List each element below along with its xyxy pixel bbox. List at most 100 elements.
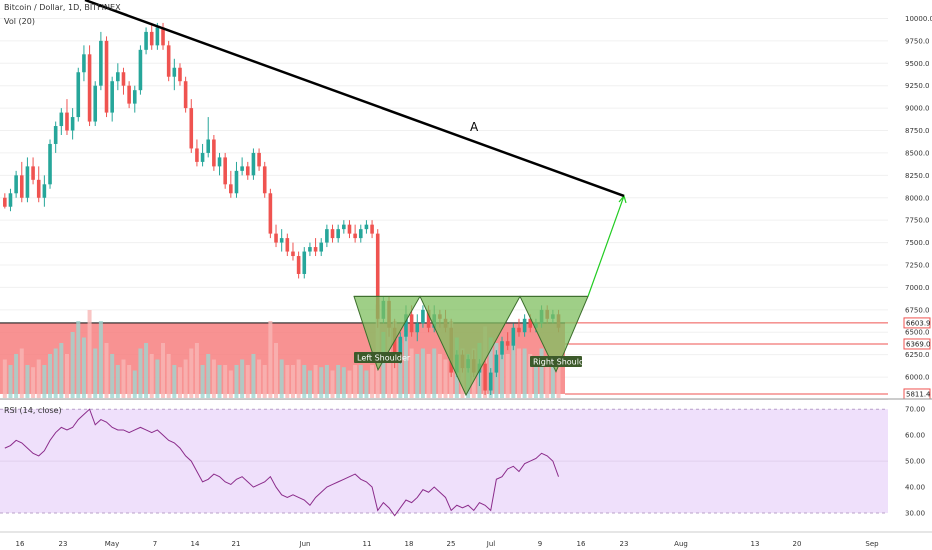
- price-tick-label: 9000.0: [905, 105, 930, 113]
- candle-body: [392, 327, 397, 360]
- candle-body: [229, 184, 233, 194]
- volume-bar: [87, 310, 92, 398]
- candle-body: [347, 224, 352, 234]
- candle-body: [189, 108, 194, 149]
- volume-bar: [437, 354, 442, 398]
- candle-body: [483, 363, 487, 391]
- volume-bar: [296, 359, 301, 398]
- volume-bar: [76, 321, 81, 398]
- candle-body: [36, 179, 41, 198]
- volume-bar: [290, 365, 295, 398]
- time-tick-label: Aug: [674, 540, 688, 548]
- candle-body: [99, 40, 103, 86]
- candle-body: [274, 233, 278, 243]
- volume-bar: [533, 359, 538, 398]
- candle-body: [212, 139, 216, 167]
- candle-body: [296, 256, 301, 274]
- right-shoulder-label-bg: [530, 356, 582, 367]
- candle-body: [426, 309, 431, 328]
- volume-bar: [550, 365, 555, 398]
- candle-body: [421, 309, 425, 324]
- volume-bar: [42, 365, 47, 398]
- volume-bar: [223, 365, 228, 398]
- volume-bar: [398, 343, 403, 398]
- head-and-shoulders-pattern: Left Shoulder Right Shoulder: [353, 194, 627, 397]
- volume-bar: [138, 348, 143, 398]
- volume-bar: [14, 354, 19, 398]
- price-tick-label: 6500.0: [905, 329, 930, 337]
- candle-body: [70, 117, 75, 131]
- candle-body: [144, 31, 148, 50]
- volume-bar: [279, 359, 284, 398]
- volume-legend: Vol (20): [4, 17, 35, 26]
- volume-bar: [488, 337, 493, 398]
- candle-body: [104, 40, 109, 113]
- price-tick-label: 9750.0: [905, 37, 930, 45]
- time-tick-label: 23: [59, 540, 68, 548]
- candle-body: [251, 152, 256, 176]
- rsi-tick-label: 60.00: [905, 432, 925, 440]
- price-level-label: 6603.9: [906, 319, 931, 327]
- volume-bar: [53, 348, 58, 398]
- candle-body: [517, 327, 521, 333]
- volume-bar: [341, 367, 346, 398]
- price-tick-label: 8750.0: [905, 127, 930, 135]
- volume-bar: [370, 365, 375, 398]
- time-tick-label: 16: [16, 540, 25, 548]
- candle-body: [65, 112, 69, 131]
- price-tick-label: 6000.0: [905, 374, 930, 382]
- volume-bar: [443, 359, 448, 398]
- right-shoulder-label: Right Shoulder: [533, 358, 593, 367]
- volume-bar: [358, 365, 363, 398]
- candle-body: [364, 224, 369, 230]
- price-tick-label: 7750.0: [905, 217, 930, 225]
- candle-body: [172, 67, 177, 77]
- volume-bar: [115, 365, 120, 398]
- candle-body: [257, 152, 261, 167]
- volume-bar: [539, 348, 544, 398]
- trendline-label: A: [470, 120, 479, 134]
- projection-arrow: [587, 195, 625, 297]
- time-tick-label: 9: [538, 540, 542, 548]
- volume-bar: [353, 365, 358, 398]
- candle-body: [291, 251, 295, 257]
- time-tick-label: May: [105, 540, 119, 548]
- candle-body: [155, 27, 160, 46]
- volume-bar: [144, 343, 149, 398]
- rsi-line: [4, 408, 559, 517]
- price-tick-label: 7000.0: [905, 284, 930, 292]
- candle-body: [342, 224, 346, 230]
- candle-body: [409, 314, 414, 333]
- rsi-tick-label: 30.00: [905, 510, 925, 518]
- volume-bar: [228, 370, 233, 398]
- left-shoulder-label: Left Shoulder: [357, 354, 411, 363]
- candle-body: [161, 27, 165, 46]
- time-tick-label: 25: [447, 540, 456, 548]
- volume-bar: [257, 359, 262, 398]
- price-tick-label: 6750.0: [905, 306, 930, 314]
- candle-body: [166, 45, 171, 77]
- symbol-title: Bitcoin / Dollar, 1D, BITFINEX: [4, 3, 121, 12]
- price-axis[interactable]: 10000.0 9750.0 9500.0 9250.0 9000.0 8750.0 850…: [905, 15, 932, 382]
- volume-bar: [161, 343, 166, 398]
- volume-bar: [211, 359, 216, 398]
- candle-body: [325, 229, 329, 243]
- candle-body: [3, 197, 7, 207]
- candle-body: [93, 85, 98, 122]
- volume-bar: [8, 365, 13, 398]
- volume-bar: [556, 359, 561, 398]
- time-tick-label: 18: [405, 540, 414, 548]
- candle-body: [206, 139, 211, 153]
- volume-bar: [127, 365, 132, 398]
- trendline: A: [84, 0, 625, 198]
- volume-bar: [149, 354, 154, 398]
- candle-body: [500, 341, 504, 355]
- candle-body: [319, 242, 324, 252]
- price-tick-label: 6250.0: [905, 351, 930, 359]
- candle-body: [353, 233, 357, 239]
- time-tick-label: Jun: [299, 540, 311, 548]
- time-axis[interactable]: 16 23 May 7 14 21 Jun 11 18 25 Jul 9 16 23 Aug 13 20 Sep: [0, 531, 932, 548]
- rsi-tick-label: 50.00: [905, 458, 925, 466]
- time-tick-label: 7: [153, 540, 157, 548]
